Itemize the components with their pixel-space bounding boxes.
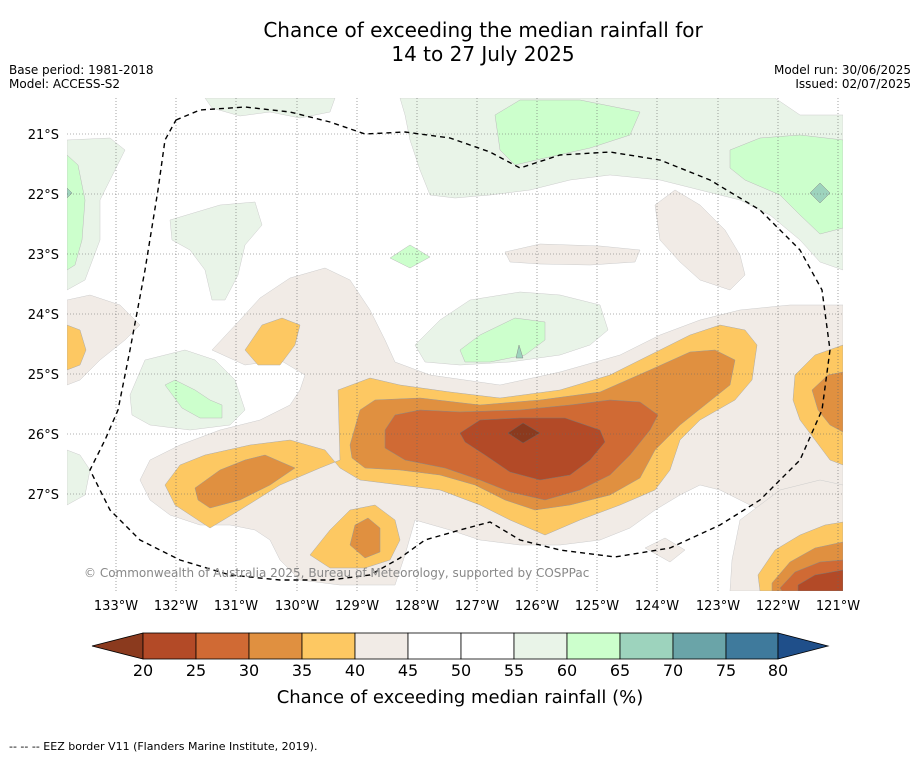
model-run: Model run: 30/06/2025 <box>773 63 911 77</box>
lon-label: 125°W <box>575 599 619 614</box>
lon-label: 131°W <box>214 599 258 614</box>
lat-label: 23°S <box>28 248 59 263</box>
title-line-1: Chance of exceeding the median rainfall … <box>263 18 703 42</box>
contour-60-northeast <box>729 134 843 235</box>
colorbar-bin <box>566 632 621 660</box>
lon-label: 122°W <box>756 599 800 614</box>
colorbar-bin <box>142 632 197 660</box>
colorbar-tick-label: 45 <box>398 661 418 680</box>
contour-40-middle-strip <box>504 243 641 266</box>
lon-label: 121°W <box>816 599 860 614</box>
colorbar-tick-label: 50 <box>451 661 471 680</box>
contour-20-southeast <box>797 569 843 591</box>
contour-65-center <box>515 344 524 359</box>
map-panel: © Commonwealth of Australia 2025, Bureau… <box>67 98 843 591</box>
colorbar-bin <box>301 632 356 660</box>
contour-40-west <box>67 294 141 386</box>
lon-label: 124°W <box>635 599 679 614</box>
contour-55-far-west <box>67 449 91 506</box>
colorbar-tick-label: 35 <box>292 661 312 680</box>
contour-35-west <box>244 317 301 366</box>
contour-60-center <box>459 317 546 363</box>
contour-65-west <box>67 187 73 199</box>
lon-label: 132°W <box>154 599 198 614</box>
colorbar-bin <box>725 632 779 660</box>
colorbar: 20 25 30 35 40 45 50 55 60 65 70 75 80 C… <box>91 632 830 708</box>
copyright-notice: © Commonwealth of Australia 2025, Bureau… <box>84 566 589 580</box>
colorbar-bin <box>619 632 674 660</box>
base-period: Base period: 1981-2018 <box>9 63 154 77</box>
contour-30-east <box>811 371 843 433</box>
colorbar-bin <box>195 632 250 660</box>
eez-border <box>89 106 831 581</box>
colorbar-tick-label: 80 <box>768 661 788 680</box>
colorbar-tick-label: 25 <box>186 661 206 680</box>
colorbar-bin <box>407 632 462 660</box>
colorbar-bin <box>672 632 727 660</box>
longitude-labels: 133°W 132°W 131°W 130°W 129°W 128°W 127°… <box>94 599 860 614</box>
contour-55-north <box>204 98 336 119</box>
colorbar-tick-label: 60 <box>557 661 577 680</box>
contour-30-southwest <box>194 454 296 509</box>
lat-label: 21°S <box>28 128 59 143</box>
contour-60-small <box>389 244 431 269</box>
contour-35-far-west <box>67 324 87 371</box>
colorbar-tick-label: 30 <box>239 661 259 680</box>
lon-label: 123°W <box>696 599 740 614</box>
colorbar-bin <box>513 632 568 660</box>
lat-label: 25°S <box>28 368 59 383</box>
lat-label: 26°S <box>28 428 59 443</box>
eez-legend-note: -- -- -- EEZ border V11 (Flanders Marine… <box>9 740 318 753</box>
title-line-2: 14 to 27 July 2025 <box>391 42 575 66</box>
map-title: Chance of exceeding the median rainfall … <box>0 18 919 66</box>
colorbar-tick-label: 75 <box>716 661 736 680</box>
colorbar-tick-label: 65 <box>610 661 630 680</box>
colorbar-arrow-high <box>777 632 830 660</box>
issued-date: Issued: 02/07/2025 <box>795 77 911 91</box>
contour-60-southwest <box>164 379 223 419</box>
colorbar-tick-label: 20 <box>133 661 153 680</box>
lon-label: 127°W <box>455 599 499 614</box>
contour-30-southcentral <box>349 517 381 559</box>
lat-label: 24°S <box>28 308 59 323</box>
colorbar-bin <box>248 632 303 660</box>
lon-label: 129°W <box>335 599 379 614</box>
meta-right: Model run: 30/06/2025 Issued: 02/07/2025 <box>774 63 911 91</box>
lat-label: 22°S <box>28 188 59 203</box>
contour-60-west <box>67 154 86 271</box>
colorbar-bin <box>460 632 515 660</box>
contour-20-main <box>459 417 606 481</box>
contour-55-west-central <box>169 201 263 301</box>
lon-label: 130°W <box>275 599 319 614</box>
contour-60-north <box>494 99 641 166</box>
contour-40-south-small <box>644 537 686 563</box>
colorbar-bin <box>354 632 409 660</box>
lat-label: 27°S <box>28 488 59 503</box>
lon-label: 133°W <box>94 599 138 614</box>
colorbar-title: Chance of exceeding median rainfall (%) <box>277 687 644 708</box>
colorbar-tick-label: 55 <box>504 661 524 680</box>
latitude-labels: 21°S 22°S 23°S 24°S 25°S 26°S 27°S <box>28 128 59 503</box>
colorbar-tick-label: 40 <box>345 661 365 680</box>
meta-left: Base period: 1981-2018 Model: ACCESS-S2 <box>9 63 154 91</box>
map-figure: © Commonwealth of Australia 2025, Bureau… <box>28 98 860 708</box>
lon-label: 128°W <box>395 599 439 614</box>
contour-fills <box>67 98 843 591</box>
graticule <box>67 98 843 591</box>
model-name: Model: ACCESS-S2 <box>9 77 121 91</box>
colorbar-arrow-low <box>91 632 144 660</box>
contour-55-west <box>67 137 126 291</box>
contour-below-20 <box>507 422 541 444</box>
lon-label: 126°W <box>515 599 559 614</box>
contour-65-northeast <box>809 182 831 204</box>
contour-40-upper <box>654 189 746 291</box>
colorbar-tick-label: 70 <box>663 661 683 680</box>
